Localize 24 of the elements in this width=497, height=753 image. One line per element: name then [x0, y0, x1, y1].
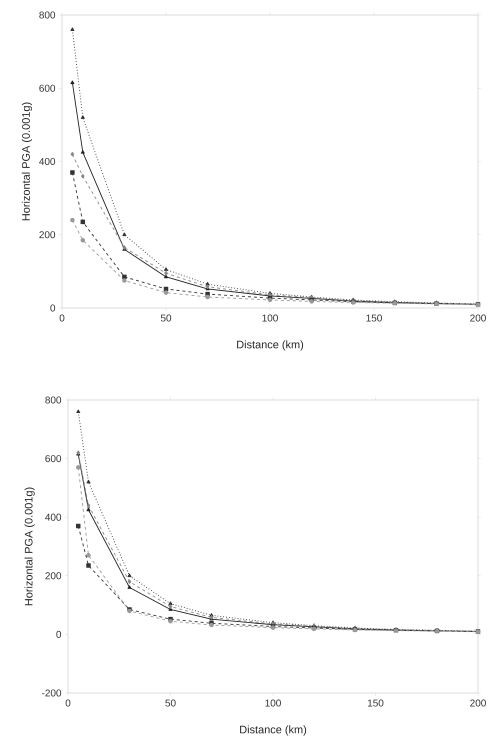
y-tick-label: 400: [39, 158, 56, 166]
x-tick-label: 50: [160, 314, 172, 322]
x-axis-title: Distance (km): [237, 340, 304, 351]
y-tick-label: 800: [39, 11, 56, 19]
x-tick-label: 0: [66, 700, 70, 707]
y-tick-label: 200: [39, 231, 56, 238]
y-tick-label: 800: [45, 396, 62, 404]
x-axis-title: Distance (km): [240, 725, 306, 736]
y-tick-label: 600: [39, 84, 56, 92]
y-tick-label: 200: [45, 572, 62, 580]
x-tick-label: 200: [470, 314, 486, 322]
y-tick-label: 0: [50, 304, 56, 312]
x-tick-label: 100: [265, 700, 281, 707]
y-axis-title: Horizontal PGA (0.001g): [24, 488, 35, 606]
y-tick-label: 600: [45, 455, 62, 462]
y-axis-title: Horizontal PGA (0.001g): [22, 102, 32, 220]
x-tick-label: 200: [470, 700, 486, 707]
x-tick-label: 150: [368, 700, 384, 707]
y-tick-label: 400: [45, 514, 62, 521]
x-tick-label: 150: [366, 314, 382, 322]
y-tick-label: 0: [56, 630, 62, 638]
y-tick-label: -200: [42, 689, 62, 697]
x-tick-label: 100: [262, 314, 278, 322]
x-tick-label: 50: [165, 700, 176, 707]
